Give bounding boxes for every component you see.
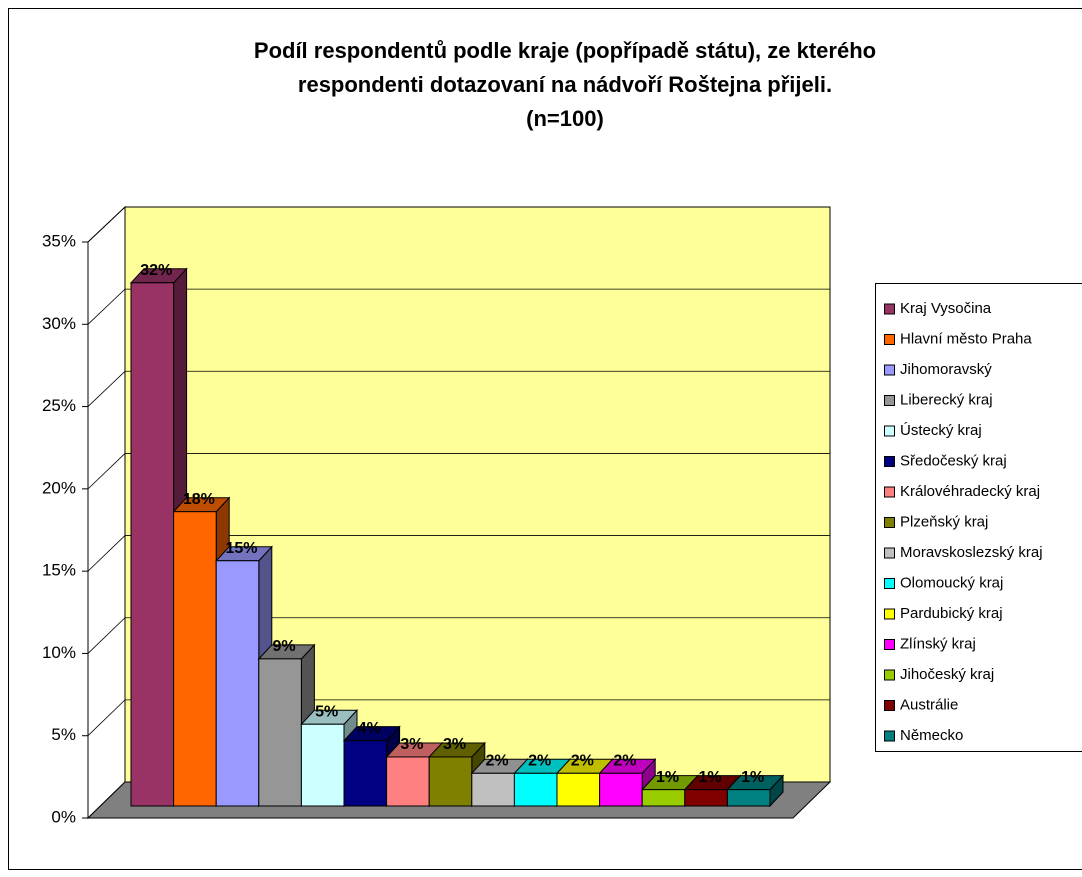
legend-swatch [884,700,895,711]
grid-line [87,288,830,325]
data-label: 1% [699,769,722,786]
legend-label: Austrálie [900,696,958,713]
bar [556,772,601,807]
bar [343,740,388,807]
y-tick-label: 5% [51,725,76,744]
legend-swatch [884,639,895,650]
data-label: 4% [358,720,381,737]
data-label: 2% [528,753,551,770]
bar [173,511,217,807]
legend-swatch [884,303,895,315]
legend-swatch [884,547,895,559]
legend-label: Zlínský kraj [900,635,976,652]
legend-label: Sředočeský kraj [900,452,1007,469]
data-label: 2% [571,753,594,770]
legend-swatch [884,425,895,437]
legend-swatch [884,395,895,406]
bar [130,282,175,807]
y-tick-label: 10% [42,643,76,662]
legend-label: Plzeňský kraj [900,513,988,530]
data-label: 15% [225,540,257,557]
legend-label: Ústecký kraj [900,422,982,439]
legend-swatch [884,669,895,681]
y-tick-label: 0% [51,807,76,826]
legend-label: Královéhradecký kraj [900,483,1040,500]
grid-line [87,699,830,737]
chart-title: respondenti dotazovaní na nádvoří Roštej… [298,72,832,97]
legend-swatch [884,517,895,528]
bar [599,772,643,807]
bar [386,756,430,807]
chart-title: (n=100) [526,106,604,131]
data-label: 9% [273,638,296,655]
legend-label: Jihomoravský [900,361,992,378]
legend-label: Německo [900,727,963,744]
bar [641,789,686,807]
data-label: 1% [656,769,679,786]
data-label: 32% [140,262,172,279]
bar [215,560,260,807]
legend-swatch [884,730,895,742]
data-label: 18% [183,491,215,508]
legend-label: Moravskoslezský kraj [900,544,1043,561]
chart-title: Podíl respondentů podle kraje (popřípadě… [254,38,876,63]
legend-label: Liberecký kraj [900,391,993,408]
data-label: 3% [443,736,466,753]
bar [471,772,515,807]
legend-label: Kraj Vysočina [900,300,992,317]
data-label: 3% [400,736,423,753]
legend-swatch [884,456,895,467]
grid-line [87,370,830,407]
legend-swatch [884,578,895,589]
bar [428,756,473,807]
legend-swatch [884,608,895,620]
legend-swatch [884,364,895,376]
legend-swatch [884,334,895,345]
legend-box [875,283,1082,752]
bar [726,789,771,807]
legend-label: Hlavní město Praha [900,330,1032,347]
data-label: 2% [613,753,636,770]
legend-label: Olomoucký kraj [900,574,1003,591]
bar [300,723,345,807]
legend-swatch [884,486,895,498]
legend-label: Pardubický kraj [900,605,1003,622]
data-label: 1% [741,769,764,786]
grid-line [87,617,830,654]
side-wall [87,205,126,820]
bar [684,789,728,807]
y-tick-label: 15% [42,561,76,580]
y-tick-label: 20% [42,478,76,497]
grid-line [87,535,830,572]
bar [258,658,302,807]
y-tick-label: 25% [42,396,76,415]
legend-label: Jihočeský kraj [900,666,994,683]
y-tick-label: 35% [42,231,76,250]
data-label: 5% [315,703,338,720]
grid-line [87,453,830,490]
data-label: 2% [486,753,509,770]
grid-line [87,206,830,243]
y-tick-label: 30% [42,314,76,333]
bar [513,772,558,807]
